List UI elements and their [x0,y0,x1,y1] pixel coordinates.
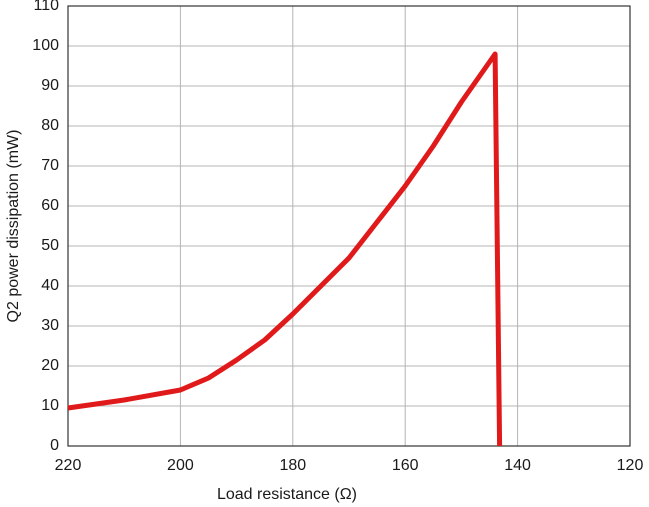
y-tick-label: 80 [41,117,59,134]
data-line [67,51,503,447]
x-axis-label: Load resistance (Ω) [217,486,357,503]
plot-frame [67,5,631,447]
y-tick-label: 0 [50,437,59,454]
y-tick-label: 40 [41,277,59,294]
y-tick-label: 20 [41,357,59,374]
x-tick-label: 120 [617,457,644,474]
y-tick-label: 30 [41,317,59,334]
y-tick-label: 70 [41,157,59,174]
y-tick-label: 10 [41,397,59,414]
y-tick-label: 60 [41,197,59,214]
y-tick-label: 100 [32,37,59,54]
x-tick-label: 220 [55,457,82,474]
x-tick-label: 200 [167,457,194,474]
x-tick-label: 180 [279,457,306,474]
x-tick-label: 160 [392,457,419,474]
x-tick-label: 140 [504,457,531,474]
y-tick-label: 90 [41,77,59,94]
y-tick-label: 50 [41,237,59,254]
y-tick-label: 110 [33,0,59,14]
y-axis-label: Q2 power dissipation (mW) [5,130,22,323]
